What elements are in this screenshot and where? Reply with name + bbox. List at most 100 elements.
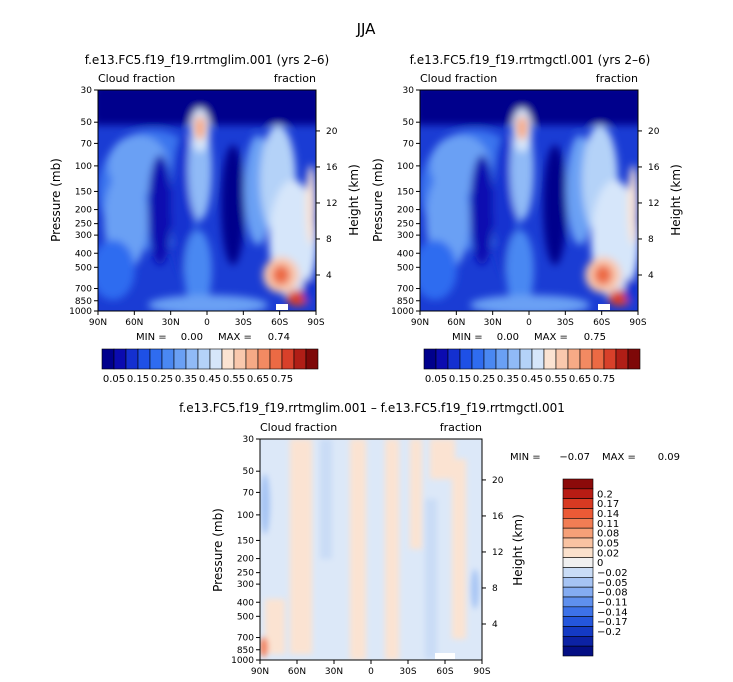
colorbar-label: 0.45 (199, 374, 221, 385)
panel-1-htick-label: 8 (648, 235, 654, 245)
panel-0-ytick-label: 700 (75, 285, 92, 295)
panel-1-xtick-label: 30N (484, 318, 502, 328)
panel-0-ytick-label: 850 (75, 297, 92, 307)
panel-2-right-label: fraction (440, 421, 482, 434)
panel-0-ytick-label: 30 (81, 86, 93, 96)
panel-2-min-value: −0.07 (559, 452, 590, 463)
panel-1: f.e13.FC5.f19_f19.rrtmgctl.001 (yrs 2–6)… (371, 53, 683, 343)
colorbar-label: 0.05 (425, 374, 447, 385)
panel-0-htick-label: 8 (326, 235, 332, 245)
panel-0-xtick-label: 0 (204, 318, 210, 328)
panel-1-ytick-label: 200 (397, 206, 414, 216)
panel-1-xtick-label: 90S (629, 318, 646, 328)
panel-1-min-value: 0.00 (497, 332, 519, 343)
colorbar-label: 0.55 (545, 374, 567, 385)
colorbar-swatch (447, 348, 461, 370)
panel-2-ytick-label: 70 (243, 488, 255, 498)
panel-0-ytick-label: 500 (75, 263, 92, 273)
panel-1-x-ticks: 90N 60N 30N 0 30S 60S 90S (411, 311, 647, 328)
colorbar-diff-swatch (562, 606, 594, 617)
colorbar-swatch (305, 348, 319, 370)
figure-title: JJA (356, 20, 377, 38)
panel-0-x-ticks: 90N 60N 30N 0 30S 60S 90S (89, 311, 325, 328)
panel-2-xtick-label: 30S (399, 667, 416, 677)
colorbar-swatch (173, 348, 187, 370)
panel-0-height-ticks: 20 16 12 8 4 (316, 127, 338, 281)
panel-0-max-value: 0.74 (268, 332, 290, 343)
panel-0-ytick-label: 150 (75, 187, 92, 197)
colorbar-label: 0.45 (521, 374, 543, 385)
panel-0-ylabel: Pressure (mb) (49, 158, 63, 242)
panel-2-ylabel: Pressure (mb) (211, 508, 225, 592)
colorbar-swatch (221, 348, 235, 370)
panel-2-ytick-label: 400 (237, 598, 254, 608)
panel-0-min-value: 0.00 (181, 332, 203, 343)
colorbar-diff-label: −0.02 (597, 568, 628, 579)
colorbar-abs-left: 0.05 0.15 0.25 0.35 0.45 0.55 0.65 0.75 (101, 348, 319, 385)
panel-1-xtick-label: 0 (526, 318, 532, 328)
colorbar-swatch (627, 348, 641, 370)
colorbar-label: 0.35 (175, 374, 197, 385)
panel-2-ytick-label: 150 (237, 536, 254, 546)
panel-2-ytick-label: 850 (237, 646, 254, 656)
colorbar-diff-swatch (562, 537, 594, 549)
panel-2-ytick-label: 300 (237, 580, 254, 590)
colorbar-swatch (161, 348, 175, 370)
colorbar-label: 0.55 (223, 374, 245, 385)
panel-1-ytick-label: 150 (397, 187, 414, 197)
panel-2-height-ticks: 20 16 12 8 4 (482, 476, 504, 630)
panel-1-ytick-label: 30 (403, 86, 415, 96)
colorbar-diff-swatch (562, 478, 594, 490)
colorbar-swatch (567, 348, 581, 370)
panel-0-ytick-label: 200 (75, 206, 92, 216)
panel-1-height-ticks: 20 16 12 8 4 (638, 127, 660, 281)
panel-1-htick-label: 4 (648, 271, 654, 281)
panel-2-ytick-label: 250 (237, 569, 254, 579)
colorbar-diff-label: 0.05 (597, 538, 619, 549)
colorbar-diff-swatch (562, 527, 594, 539)
colorbar-swatch (423, 348, 437, 370)
panel-0-left-label: Cloud fraction (98, 72, 175, 85)
panel-1-ytick-label: 700 (397, 285, 414, 295)
panel-0-xtick-label: 60S (271, 318, 288, 328)
panel-1-ytick-label: 70 (403, 139, 415, 149)
panel-2-ytick-label: 30 (243, 435, 255, 445)
panel-1-right-label: fraction (596, 72, 638, 85)
panel-0-xtick-label: 90S (307, 318, 324, 328)
colorbar-swatch (269, 348, 283, 370)
colorbar-diff-label: −0.14 (597, 607, 628, 618)
panel-1-field (413, 85, 643, 315)
panel-0-xtick-label: 90N (89, 318, 107, 328)
panel-1-ytick-label: 300 (397, 231, 414, 241)
panel-0-ytick-label: 1000 (69, 307, 92, 317)
panel-2-min-label: MIN = (510, 452, 541, 463)
colorbar-swatch (603, 348, 617, 370)
panel-1-ytick-label: 850 (397, 297, 414, 307)
panel-1-ytick-label: 1000 (391, 307, 414, 317)
panel-1-min-label: MIN = (452, 332, 483, 343)
colorbar-label: 0.05 (103, 374, 125, 385)
panel-0-htick-label: 20 (326, 127, 338, 137)
colorbar-label: 0.25 (151, 374, 173, 385)
colorbar-swatch (101, 348, 115, 370)
colorbar-diff-swatch (562, 616, 594, 627)
panel-1-ytick-label: 50 (403, 118, 415, 128)
colorbar-diff-swatch (562, 518, 594, 529)
colorbar-swatch (543, 348, 557, 370)
panel-2-max-label: MAX = (602, 452, 636, 463)
colorbar-diff-label: −0.17 (597, 617, 628, 628)
colorbar-diff-label: 0.17 (597, 499, 619, 510)
colorbar-diff-label: 0.11 (597, 519, 619, 530)
panel-2-xtick-label: 60N (288, 667, 306, 677)
colorbar-diff-swatch (562, 547, 594, 558)
panel-2-left-label: Cloud fraction (260, 421, 337, 434)
colorbar-swatch (257, 348, 271, 370)
colorbar-swatch (531, 348, 545, 370)
colorbar-diff-label: 0 (597, 558, 603, 569)
colorbar-swatch (471, 348, 485, 370)
panel-0-ytick-label: 100 (75, 162, 92, 172)
panel-2-htick-label: 20 (492, 476, 504, 486)
